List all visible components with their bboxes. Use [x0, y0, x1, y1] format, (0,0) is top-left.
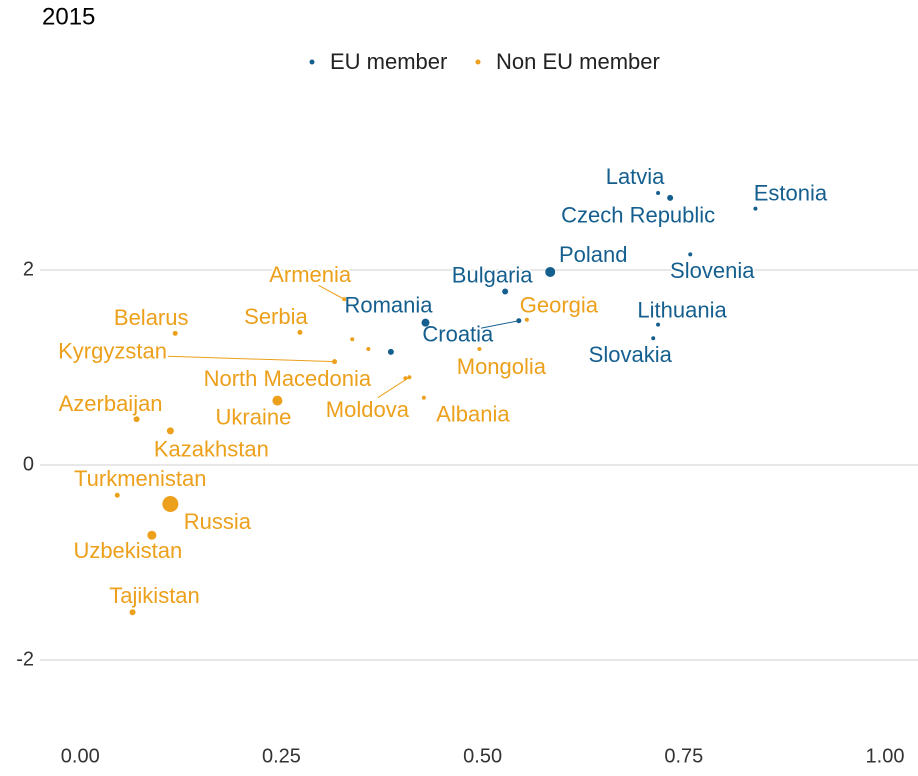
point — [545, 266, 556, 277]
point — [667, 194, 674, 201]
y-tick-label: -2 — [16, 648, 34, 670]
point-label: Estonia — [754, 180, 828, 205]
point — [421, 395, 426, 400]
point — [162, 496, 179, 512]
legend-label: EU member — [330, 49, 447, 74]
point — [350, 337, 355, 342]
point — [516, 318, 522, 324]
point-label: Slovenia — [670, 258, 755, 283]
leader-line — [472, 320, 519, 331]
point — [147, 530, 157, 540]
point — [524, 317, 529, 322]
point — [129, 609, 136, 616]
point — [366, 346, 371, 351]
point — [651, 336, 656, 341]
point-label: Bulgaria — [452, 262, 533, 287]
leader-line — [377, 376, 410, 399]
point-label: Serbia — [244, 304, 308, 329]
point-label: Croatia — [422, 322, 494, 347]
point-label: Armenia — [269, 262, 352, 287]
point-label: Mongolia — [457, 354, 547, 379]
point — [421, 318, 430, 327]
chart-title: 2015 — [42, 3, 95, 30]
point — [332, 359, 338, 365]
x-tick-label: 0.25 — [262, 745, 301, 767]
point — [342, 297, 347, 302]
point-label: Poland — [559, 242, 628, 267]
point-label: Uzbekistan — [73, 538, 182, 563]
y-tick-label: 2 — [23, 258, 34, 280]
point — [656, 322, 661, 327]
legend-marker — [475, 59, 481, 65]
x-tick-label: 0.50 — [463, 745, 502, 767]
point-label: Azerbaijan — [59, 391, 163, 416]
point-label: North Macedonia — [204, 366, 372, 391]
legend-marker — [309, 59, 315, 65]
point — [656, 190, 661, 195]
point — [688, 252, 693, 257]
x-tick-label: 0.00 — [61, 745, 100, 767]
point-label: Ukraine — [216, 404, 292, 429]
leader-line — [168, 355, 335, 363]
point-label: Latvia — [606, 164, 665, 189]
y-tick-label: 0 — [23, 453, 34, 475]
point — [272, 395, 283, 406]
point-label: Romania — [344, 292, 433, 317]
point — [407, 375, 412, 380]
point — [387, 348, 394, 355]
point — [297, 329, 303, 335]
point-label: Lithuania — [637, 297, 727, 322]
point-label: Georgia — [520, 293, 599, 318]
point — [477, 346, 482, 351]
point — [502, 288, 509, 295]
point — [133, 416, 140, 423]
point-label: Albania — [436, 402, 510, 427]
point-label: Belarus — [114, 305, 189, 330]
point-label: Kyrgyzstan — [58, 338, 167, 363]
point — [753, 206, 758, 211]
point-label: Czech Republic — [561, 203, 715, 228]
x-tick-label: 0.75 — [664, 745, 703, 767]
point-label: Russia — [184, 509, 252, 534]
point — [114, 492, 120, 498]
point-label: Moldova — [326, 397, 410, 422]
point-label: Tajikistan — [109, 583, 199, 608]
legend-label: Non EU member — [496, 49, 660, 74]
point-label: Turkmenistan — [74, 466, 206, 491]
point-label: Kazakhstan — [154, 437, 269, 462]
leader-line — [318, 285, 345, 300]
point — [166, 427, 174, 435]
point-label: Slovakia — [589, 342, 673, 367]
point — [172, 330, 178, 336]
x-tick-label: 1.00 — [866, 745, 905, 767]
